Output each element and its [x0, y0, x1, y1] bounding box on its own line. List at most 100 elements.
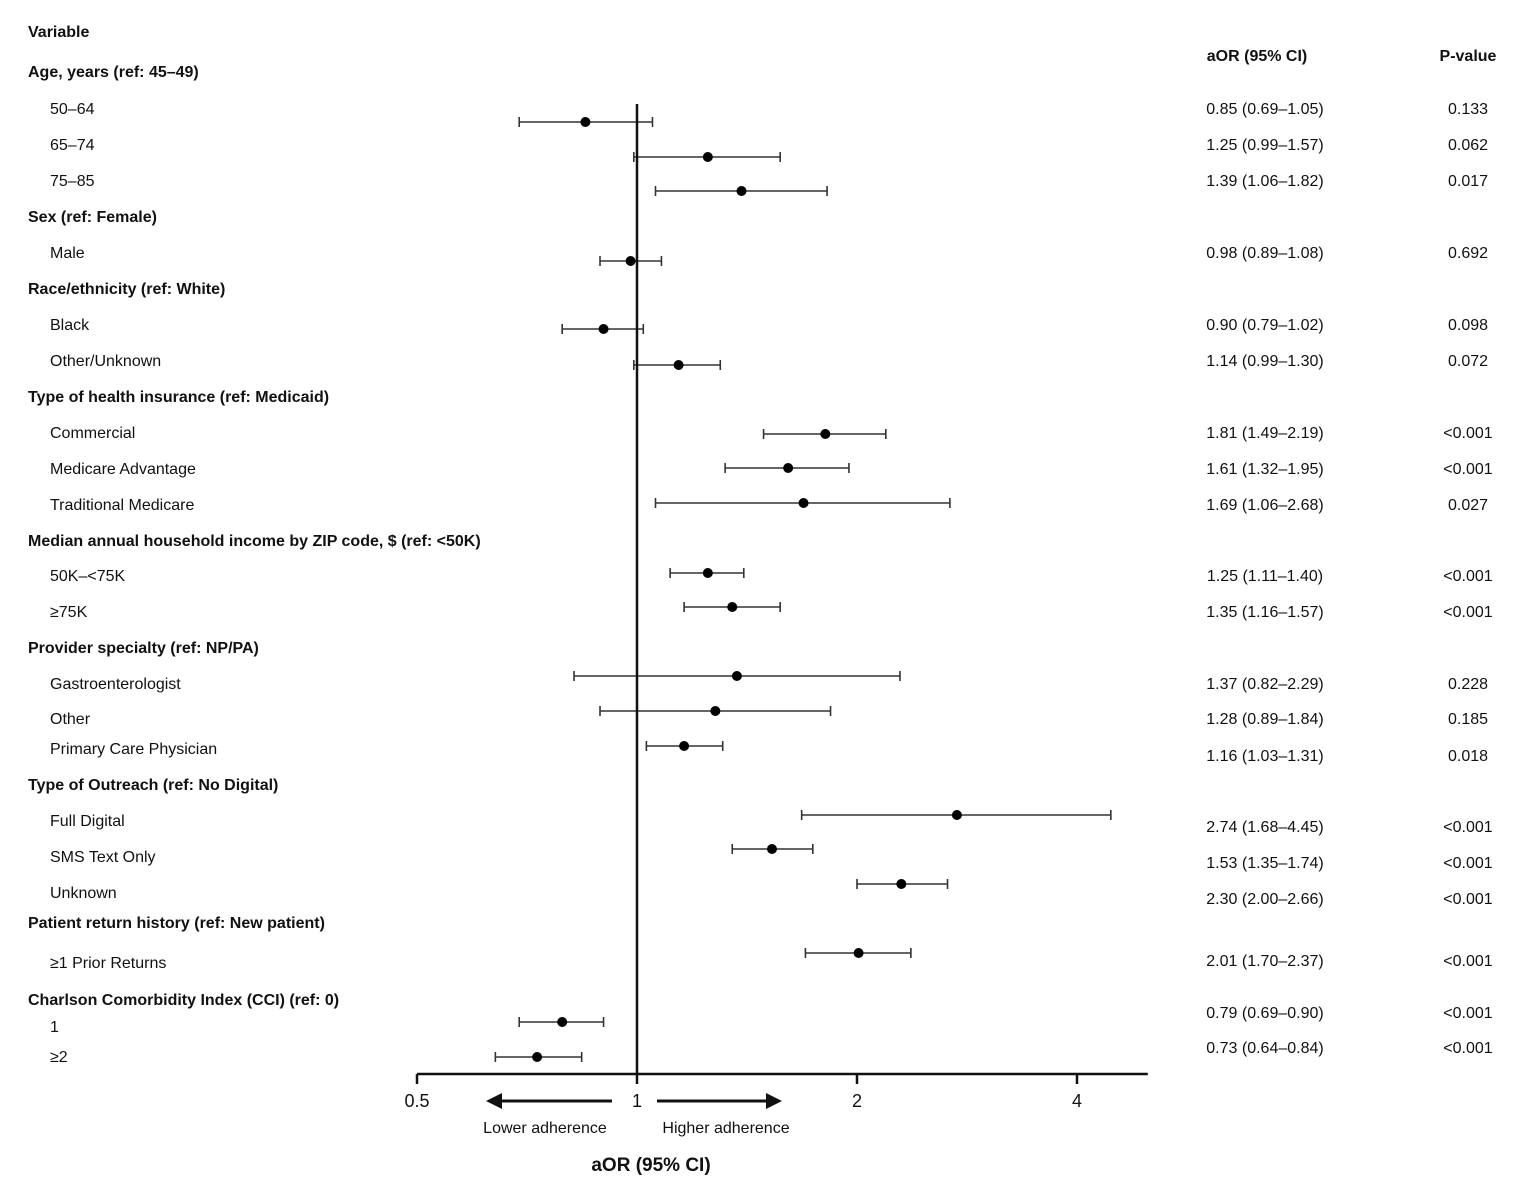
- pvalue-header: P-value: [1440, 48, 1497, 65]
- row-label: Commercial: [50, 425, 135, 442]
- point-estimate: [731, 671, 742, 681]
- p-value: 0.228: [1448, 676, 1488, 693]
- group-label: Type of health insurance (ref: Medicaid): [28, 389, 329, 406]
- lower-adherence-label: Lower adherence: [483, 1120, 607, 1137]
- estimate-ci-value: 1.69 (1.06–2.68): [1206, 497, 1323, 514]
- left-arrow: [486, 1093, 612, 1109]
- row-label: 50K–<75K: [50, 568, 126, 585]
- point-estimate: [820, 429, 831, 439]
- estimate-ci-value: 0.98 (0.89–1.08): [1206, 245, 1323, 262]
- p-value: 0.027: [1448, 497, 1488, 514]
- row-label: 1: [50, 1019, 59, 1036]
- row-label: Primary Care Physician: [50, 741, 217, 758]
- row-label: SMS Text Only: [50, 849, 156, 866]
- group-label: Age, years (ref: 45–49): [28, 64, 199, 81]
- estimate-ci-value: 1.35 (1.16–1.57): [1206, 604, 1323, 621]
- row-label: ≥75K: [50, 604, 88, 621]
- point-estimate: [736, 186, 747, 196]
- point-estimate: [710, 706, 721, 716]
- row-label: 50–64: [50, 101, 95, 118]
- group-label: Median annual household income by ZIP co…: [28, 533, 481, 550]
- point-estimate: [702, 152, 713, 162]
- estimate-ci-value: 1.37 (0.82–2.29): [1206, 676, 1323, 693]
- estimate-ci-value: 2.01 (1.70–2.37): [1206, 953, 1323, 970]
- point-estimate: [853, 948, 864, 958]
- point-estimate: [679, 741, 690, 751]
- point-estimate: [598, 324, 609, 334]
- p-value: <0.001: [1443, 1040, 1492, 1057]
- point-estimate: [532, 1052, 543, 1062]
- group-label: Patient return history (ref: New patient…: [28, 915, 325, 932]
- x-tick-label: 1: [632, 1091, 642, 1111]
- group-label: Race/ethnicity (ref: White): [28, 281, 225, 298]
- group-label: Sex (ref: Female): [28, 209, 157, 226]
- p-value: <0.001: [1443, 819, 1492, 836]
- estimate-ci-value: 0.79 (0.69–0.90): [1206, 1005, 1323, 1022]
- point-estimate: [580, 117, 591, 127]
- estimate-ci-value: 0.90 (0.79–1.02): [1206, 317, 1323, 334]
- point-estimate: [557, 1017, 568, 1027]
- point-estimate: [951, 810, 962, 820]
- p-value: 0.133: [1448, 101, 1488, 118]
- variable-header: Variable: [28, 24, 89, 41]
- row-label: Other: [50, 711, 91, 728]
- estimate-ci-value: 1.53 (1.35–1.74): [1206, 855, 1323, 872]
- estimate-ci-value: 2.74 (1.68–4.45): [1206, 819, 1323, 836]
- forest-marks: [494, 117, 1112, 1062]
- p-value: <0.001: [1443, 461, 1492, 478]
- estimate-ci-value: 1.14 (0.99–1.30): [1206, 353, 1323, 370]
- estimate-ci-value: 0.85 (0.69–1.05): [1206, 101, 1323, 118]
- p-value: <0.001: [1443, 604, 1492, 621]
- higher-adherence-label: Higher adherence: [662, 1120, 789, 1137]
- x-tick-label: 2: [852, 1091, 862, 1111]
- row-label: ≥1 Prior Returns: [50, 955, 166, 972]
- group-label: Type of Outreach (ref: No Digital): [28, 777, 278, 794]
- group-label: Charlson Comorbidity Index (CCI) (ref: 0…: [28, 992, 339, 1009]
- point-estimate: [702, 568, 713, 578]
- x-axis: 0.5 1 2 4 Lower adherence Higher adherence …: [404, 104, 1148, 1176]
- row-label: Traditional Medicare: [50, 497, 194, 514]
- forest-rows: Age, years (ref: 45–49) 50–64 0.85 (0.69–1…: [28, 64, 1493, 1066]
- estimate-ci-value: 1.16 (1.03–1.31): [1206, 748, 1323, 765]
- p-value: 0.072: [1448, 353, 1488, 370]
- row-label: Medicare Advantage: [50, 461, 196, 478]
- row-label: Gastroenterologist: [50, 676, 181, 693]
- p-value: <0.001: [1443, 568, 1492, 585]
- p-value: 0.018: [1448, 748, 1488, 765]
- row-label: 65–74: [50, 137, 95, 154]
- x-tick-label: 0.5: [404, 1091, 429, 1111]
- p-value: <0.001: [1443, 1005, 1492, 1022]
- p-value: <0.001: [1443, 855, 1492, 872]
- p-value: <0.001: [1443, 891, 1492, 908]
- group-label: Provider specialty (ref: NP/PA): [28, 640, 259, 657]
- estimate-ci-value: 1.28 (0.89–1.84): [1206, 711, 1323, 728]
- estimate-ci-value: 0.73 (0.64–0.84): [1206, 1040, 1323, 1057]
- point-estimate: [798, 498, 809, 508]
- right-arrow: [657, 1093, 782, 1109]
- row-label: ≥2: [50, 1049, 68, 1066]
- p-value: 0.062: [1448, 137, 1488, 154]
- x-tick-label: 4: [1072, 1091, 1082, 1111]
- point-estimate: [727, 602, 738, 612]
- column-headers: Variable aOR (95% CI) P-value: [28, 24, 1497, 65]
- estimate-ci-value: 1.61 (1.32–1.95): [1206, 461, 1323, 478]
- row-label: Full Digital: [50, 813, 125, 830]
- estimate-header: aOR (95% CI): [1207, 48, 1307, 65]
- point-estimate: [896, 879, 907, 889]
- p-value: 0.692: [1448, 245, 1488, 262]
- row-label: Male: [50, 245, 85, 262]
- p-value: 0.185: [1448, 711, 1488, 728]
- estimate-ci-value: 1.25 (0.99–1.57): [1206, 137, 1323, 154]
- point-estimate: [625, 256, 636, 266]
- estimate-ci-value: 1.25 (1.11–1.40): [1207, 568, 1323, 585]
- x-axis-ticks: 0.5 1 2 4: [404, 1074, 1082, 1111]
- point-estimate: [673, 360, 684, 370]
- p-value: 0.098: [1448, 317, 1488, 334]
- x-axis-title: aOR (95% CI): [591, 1155, 710, 1176]
- estimate-ci-value: 1.39 (1.06–1.82): [1206, 173, 1323, 190]
- row-label: Other/Unknown: [50, 353, 161, 370]
- row-label: Unknown: [50, 885, 117, 902]
- row-label: Black: [50, 317, 90, 334]
- p-value: <0.001: [1443, 953, 1492, 970]
